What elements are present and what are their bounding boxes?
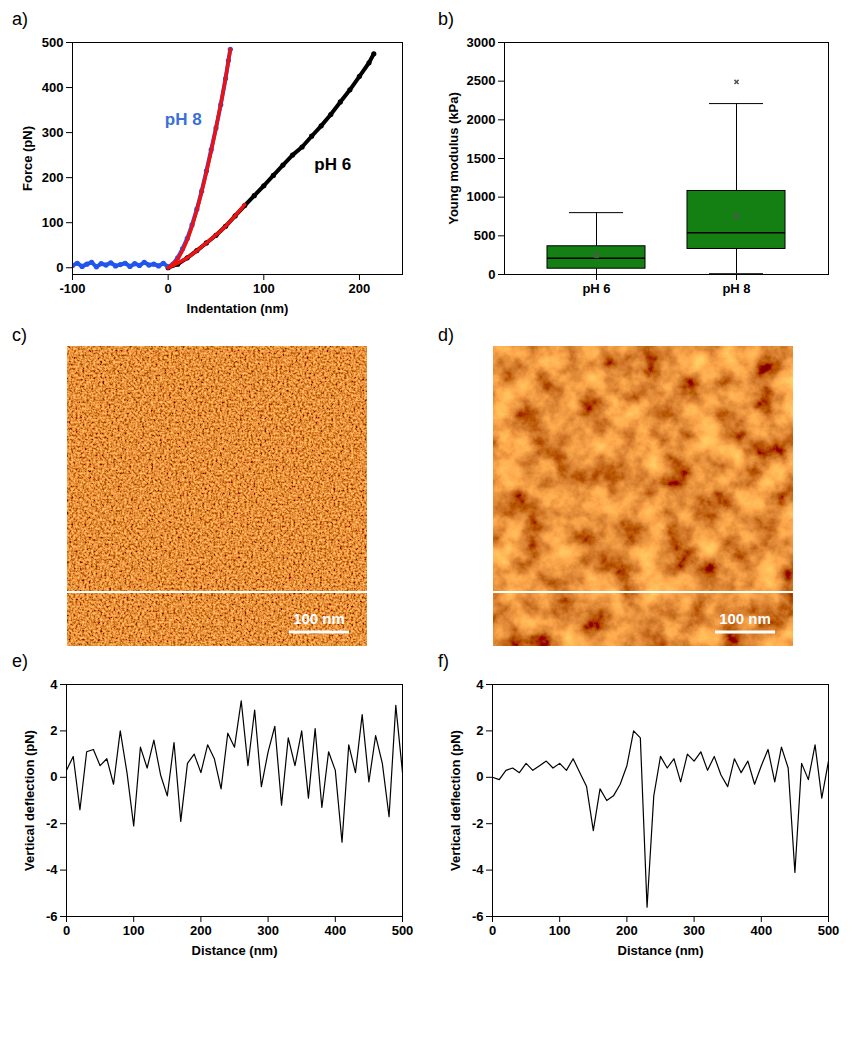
svg-text:Distance (nm): Distance (nm) — [192, 943, 278, 958]
html-text:e): e) — [12, 651, 28, 671]
svg-text:-2: -2 — [46, 816, 58, 831]
svg-text:pH 8: pH 8 — [722, 281, 750, 296]
svg-text:0: 0 — [165, 281, 172, 296]
svg-text:3000: 3000 — [467, 35, 496, 50]
svg-text:-6: -6 — [46, 909, 58, 924]
svg-text:1500: 1500 — [467, 151, 496, 166]
svg-text:400: 400 — [42, 80, 64, 95]
svg-text:200: 200 — [349, 281, 371, 296]
html-text:f): f) — [438, 651, 449, 671]
svg-text:300: 300 — [42, 125, 64, 140]
svg-text:2: 2 — [50, 723, 57, 738]
svg-text:0: 0 — [56, 260, 63, 275]
svg-text:100: 100 — [549, 923, 571, 938]
svg-text:100 nm: 100 nm — [719, 610, 771, 627]
svg-text:500: 500 — [42, 35, 64, 50]
svg-text:300: 300 — [257, 923, 279, 938]
svg-text:-2: -2 — [472, 816, 484, 831]
svg-text:1000: 1000 — [467, 189, 496, 204]
svg-text:2500: 2500 — [467, 73, 496, 88]
svg-text:pH 6: pH 6 — [314, 155, 351, 174]
svg-text:0: 0 — [488, 267, 495, 282]
svg-text:-6: -6 — [472, 909, 484, 924]
svg-text:200: 200 — [616, 923, 638, 938]
svg-text:4: 4 — [476, 677, 484, 692]
svg-text:Indentation (nm): Indentation (nm) — [187, 301, 289, 316]
html-text:d): d) — [438, 325, 454, 345]
svg-text:0: 0 — [476, 769, 483, 784]
svg-text:200: 200 — [42, 170, 64, 185]
svg-text:Distance (nm): Distance (nm) — [618, 943, 704, 958]
svg-text:0: 0 — [63, 923, 70, 938]
svg-text:2: 2 — [476, 723, 483, 738]
svg-text:0: 0 — [50, 769, 57, 784]
svg-text:400: 400 — [750, 923, 772, 938]
svg-text:100: 100 — [42, 215, 64, 230]
svg-text:0: 0 — [489, 923, 496, 938]
svg-text:100: 100 — [253, 281, 275, 296]
html-text:b): b) — [438, 9, 454, 29]
html-text:a): a) — [12, 9, 28, 29]
svg-text:500: 500 — [818, 923, 840, 938]
svg-text:2000: 2000 — [467, 112, 496, 127]
svg-text:pH 6: pH 6 — [582, 281, 610, 296]
svg-text:400: 400 — [324, 923, 346, 938]
svg-text:Young modulus (kPa): Young modulus (kPa) — [446, 92, 461, 225]
svg-text:500: 500 — [392, 923, 414, 938]
svg-text:500: 500 — [474, 228, 496, 243]
svg-text:300: 300 — [683, 923, 705, 938]
svg-text:Force (pN): Force (pN) — [20, 126, 35, 191]
svg-text:Vertical deflection (pN): Vertical deflection (pN) — [448, 730, 463, 871]
svg-text:200: 200 — [190, 923, 212, 938]
svg-text:4: 4 — [50, 677, 58, 692]
svg-text:-4: -4 — [472, 862, 484, 877]
svg-text:-100: -100 — [59, 281, 85, 296]
svg-text:Vertical deflection (pN): Vertical deflection (pN) — [22, 730, 37, 871]
svg-text:pH 8: pH 8 — [165, 110, 202, 129]
svg-text:100: 100 — [123, 923, 145, 938]
svg-text:100 nm: 100 nm — [293, 610, 345, 627]
html-text:c): c) — [12, 325, 27, 345]
svg-text:-4: -4 — [46, 862, 58, 877]
